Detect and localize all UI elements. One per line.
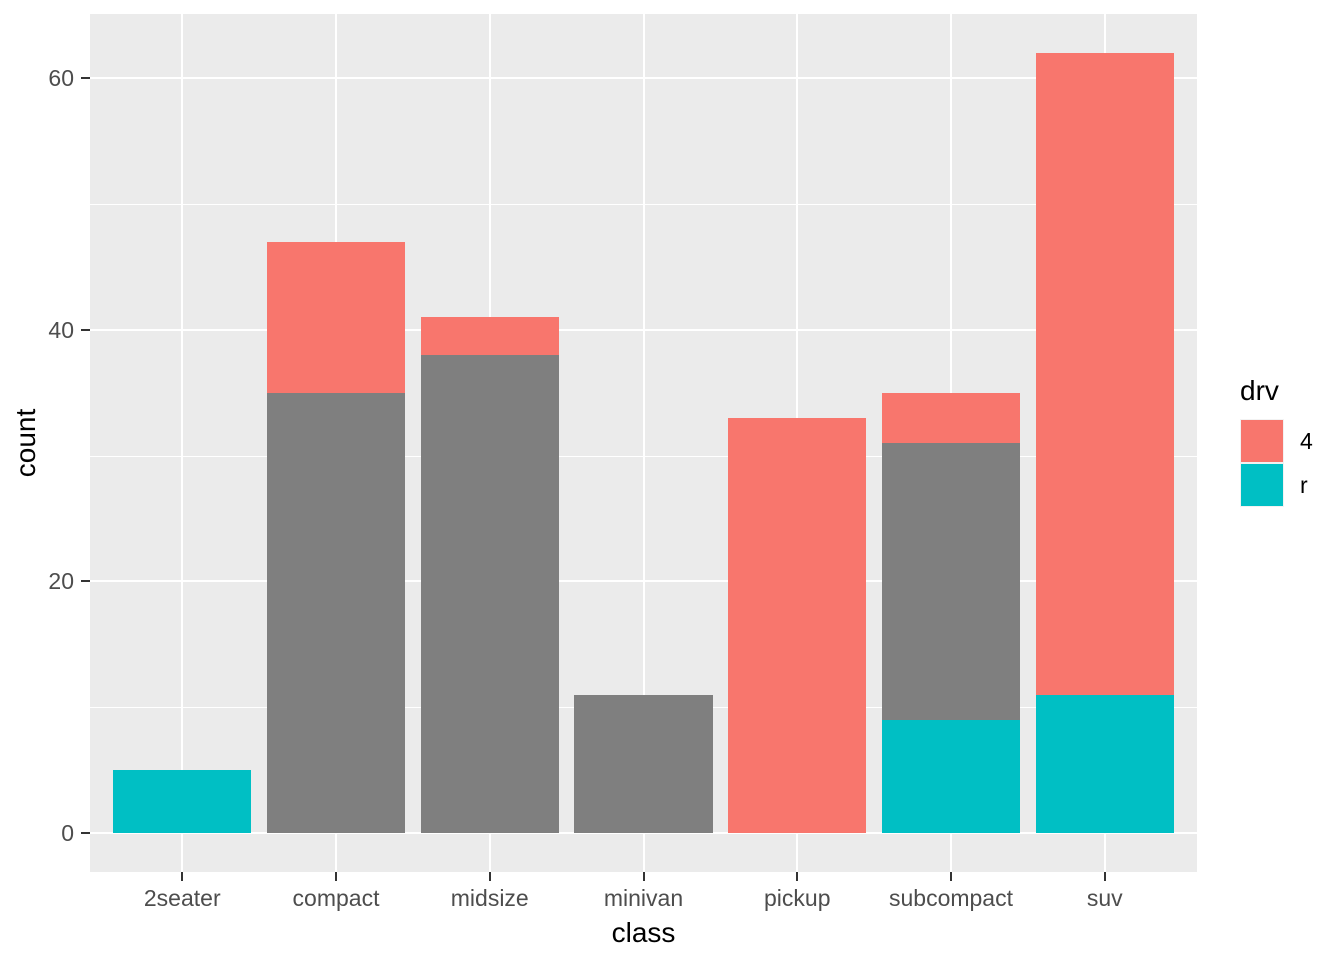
x-axis-title: class: [611, 917, 676, 948]
y-tick-mark: [81, 77, 90, 80]
legend-swatch-icon: [1240, 419, 1284, 463]
bar-segment-minivan: [574, 694, 713, 833]
y-axis-title: count: [10, 408, 41, 478]
y-tick-mark: [81, 580, 90, 583]
bar-segment-subcompact-r: [881, 719, 1021, 833]
bar-segment-midsize-4: [420, 317, 559, 355]
y-tick-label: 20: [48, 568, 74, 595]
x-tick-mark: [642, 872, 645, 881]
x-tick-label-minivan: minivan: [603, 885, 684, 911]
bar-segment-pickup-4: [728, 417, 867, 833]
x-tick-label-pickup: pickup: [764, 885, 831, 911]
legend-title: drv: [1240, 375, 1279, 406]
y-tick-mark: [81, 832, 90, 834]
x-tick-mark: [181, 872, 184, 881]
bar-segment-compact: [266, 392, 406, 833]
legend-entry-4: 4: [1240, 419, 1313, 463]
plot-panel: [90, 14, 1197, 872]
x-tick-label-compact: compact: [292, 885, 380, 911]
x-tick-mark: [796, 872, 799, 881]
x-tick-mark: [488, 872, 491, 881]
legend-entry-r: r: [1240, 463, 1313, 507]
y-tick-mark: [81, 328, 90, 331]
x-tick-label-subcompact: subcompact: [888, 885, 1013, 911]
y-tick-label: 60: [48, 65, 74, 92]
bar-segment-compact-4: [266, 241, 406, 393]
x-tick-mark: [335, 872, 337, 881]
legend-entry-label: r: [1300, 471, 1308, 498]
x-tick-label-2seater: 2seater: [143, 885, 221, 911]
bar-segment-subcompact: [881, 443, 1021, 720]
bar-segment-suv-r: [1035, 694, 1174, 833]
x-tick-mark: [950, 872, 952, 881]
x-tick-mark: [1103, 872, 1106, 881]
bar-segment-2seater-r: [113, 770, 252, 833]
bar-segment-suv-4: [1035, 53, 1174, 695]
x-tick-label-suv: suv: [1086, 885, 1123, 911]
gridline-major-v: [642, 14, 645, 872]
y-tick-label: 40: [48, 316, 74, 343]
legend-swatch-icon: [1240, 463, 1284, 507]
bar-segment-subcompact-4: [881, 392, 1021, 443]
gridline-major-v: [181, 14, 184, 872]
y-tick-label: 0: [61, 820, 74, 846]
bar-segment-midsize: [420, 354, 559, 833]
x-tick-label-midsize: midsize: [450, 885, 529, 911]
legend-entry-label: 4: [1300, 427, 1313, 454]
